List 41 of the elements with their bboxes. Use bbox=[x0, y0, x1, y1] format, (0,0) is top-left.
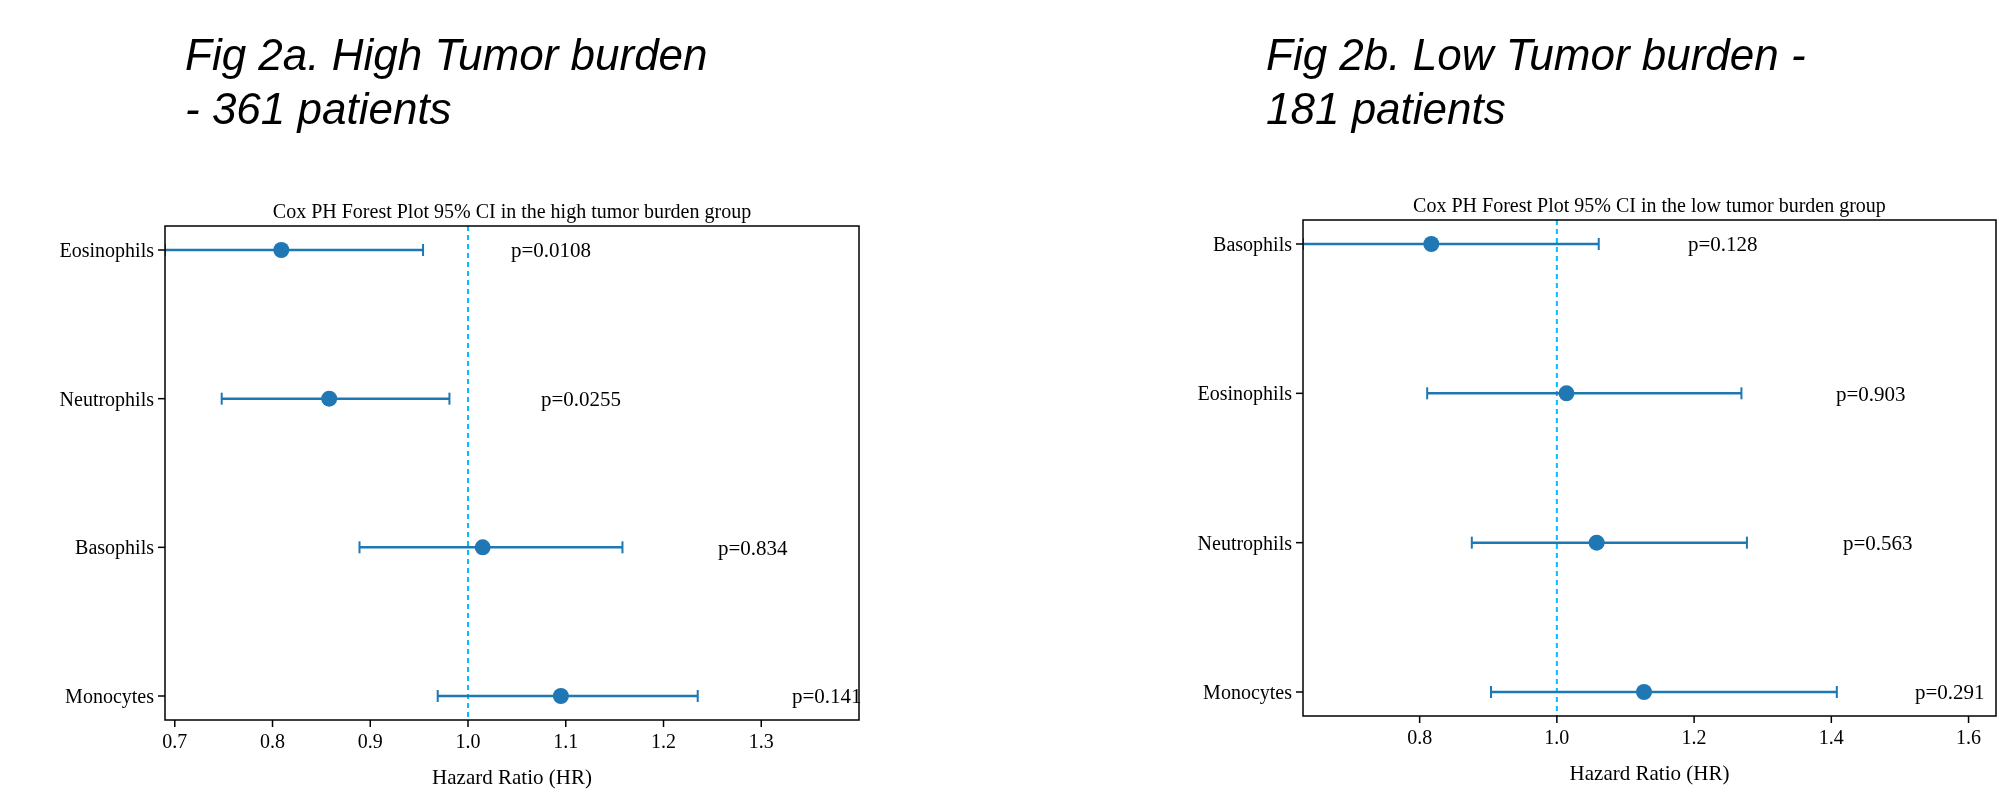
y-tick-label: Eosinophils bbox=[1197, 382, 1293, 406]
x-tick-label: 1.0 bbox=[455, 730, 481, 752]
x-tick-label: 1.1 bbox=[553, 730, 579, 752]
x-tick-label: 1.2 bbox=[651, 730, 677, 752]
point bbox=[273, 242, 290, 258]
point bbox=[1423, 236, 1440, 252]
point bbox=[321, 390, 338, 407]
chart-subtitle: Cox PH Forest Plot 95% CI in the high tumor burden group bbox=[272, 200, 752, 223]
y-tick-label: Eosinophils bbox=[59, 239, 155, 262]
annotation: p=0.834 bbox=[718, 535, 789, 560]
annotation: p=0.903 bbox=[1836, 381, 1906, 406]
annotation: p=0.128 bbox=[1688, 232, 1758, 257]
y-tick-label: Basophils bbox=[75, 536, 155, 560]
x-tick-label: 0.8 bbox=[1407, 726, 1433, 748]
x-tick-label: 0.8 bbox=[260, 730, 286, 752]
point bbox=[1558, 385, 1575, 402]
y-tick-label: Basophils bbox=[1213, 233, 1293, 256]
x-tick-label: 1.6 bbox=[1956, 726, 1982, 748]
chart-subtitle: Cox PH Forest Plot 95% CI in the low tumor burden group bbox=[1413, 194, 1886, 217]
x-axis-title: Hazard Ratio (HR) bbox=[1569, 761, 1730, 785]
annotation: p=0.0108 bbox=[511, 238, 592, 263]
point bbox=[474, 539, 491, 556]
x-tick-label: 0.9 bbox=[357, 730, 383, 752]
x-axis-title: Hazard Ratio (HR) bbox=[432, 765, 592, 789]
x-tick-label: 0.7 bbox=[162, 730, 188, 752]
x-tick-label: 1.3 bbox=[748, 730, 774, 752]
point bbox=[552, 688, 569, 704]
chart-title: Fig 2b. Low Tumor burden - 181 patients bbox=[1266, 30, 1806, 133]
y-tick-label: Neutrophils bbox=[59, 387, 155, 411]
point bbox=[1636, 684, 1653, 700]
x-tick-label: 1.4 bbox=[1818, 726, 1844, 748]
x-tick-label: 1.2 bbox=[1681, 726, 1707, 748]
annotation: p=0.291 bbox=[1915, 680, 1985, 705]
x-tick-label: 1.0 bbox=[1544, 726, 1570, 748]
annotation: p=0.0255 bbox=[541, 387, 622, 412]
point bbox=[1588, 534, 1605, 551]
chart-title: Fig 2a. High Tumor burden - 361 patients bbox=[185, 30, 708, 133]
annotation: p=0.563 bbox=[1843, 531, 1913, 556]
y-tick-label: Monocytes bbox=[65, 685, 155, 708]
y-tick-label: Neutrophils bbox=[1197, 531, 1293, 555]
y-tick-label: Monocytes bbox=[1203, 681, 1293, 704]
